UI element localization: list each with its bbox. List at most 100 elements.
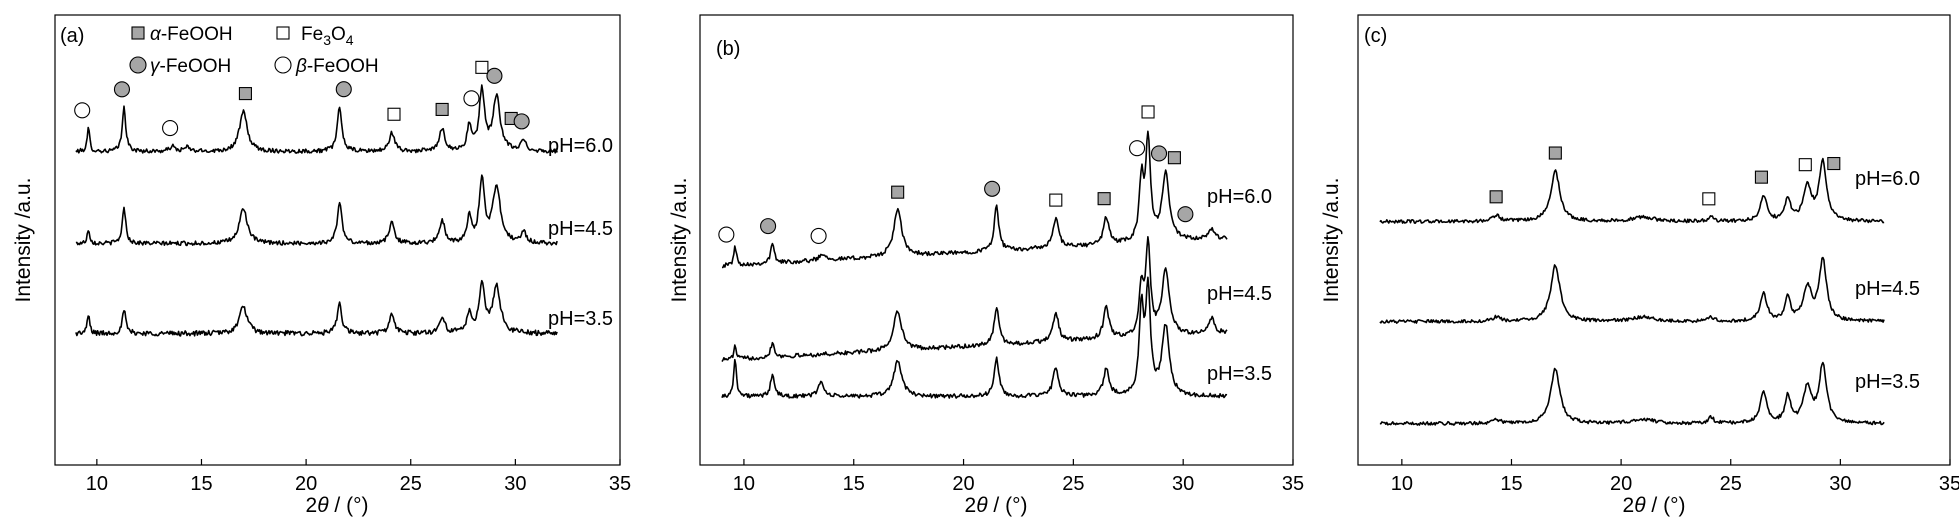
x-tick-label: 25 — [1720, 473, 1742, 495]
x-tick-label: 25 — [400, 473, 422, 495]
series-label: pH=4.5 — [548, 218, 613, 240]
panel-b: (b) pH=6.0 pH=4.5 pH=3.5 10 15 20 25 30 35 Inte… — [668, 14, 1304, 517]
legend-gamma-label: γ-FeOOH — [150, 56, 231, 77]
x-tick-label: 15 — [190, 473, 212, 495]
legend-fe3o4-label: Fe3O4 — [301, 24, 354, 48]
series-line-60 — [721, 130, 1228, 269]
beta-phase-marker — [718, 226, 735, 243]
x-tick-label: 10 — [733, 473, 755, 495]
series-label: pH=6.0 — [1855, 168, 1920, 190]
alpha-phase-marker — [435, 102, 449, 116]
x-tick-label: 25 — [1062, 473, 1084, 495]
x-tick-label: 30 — [1172, 473, 1194, 495]
ph-labels-a: pH=6.0 pH=4.5 pH=3.5 — [548, 135, 613, 330]
markers-c — [1489, 146, 1841, 206]
ph-labels-b: pH=6.0 pH=4.5 pH=3.5 — [1207, 186, 1272, 385]
gamma-phase-marker — [486, 67, 503, 84]
legend-a: α-FeOOH Fe3O4 γ-FeOOH β-FeOOH — [129, 24, 379, 77]
series-line-60 — [75, 84, 558, 154]
alpha-phase-marker — [1097, 192, 1111, 206]
legend-fe3o4-marker — [276, 26, 290, 40]
curves-a — [75, 84, 558, 337]
plot-frame-a — [54, 14, 621, 466]
x-ticks-c: 10 15 20 25 30 35 — [1391, 459, 1959, 495]
series-line-45 — [721, 236, 1228, 363]
legend-alpha-marker — [131, 26, 145, 40]
x-axis-title-c: 2θ / (°) — [1623, 494, 1686, 517]
series-label: pH=6.0 — [548, 135, 613, 157]
beta-phase-marker — [162, 120, 179, 137]
fe3o4-phase-marker — [475, 60, 489, 74]
series-label: pH=4.5 — [1207, 283, 1272, 305]
series-label: pH=4.5 — [1855, 278, 1920, 300]
series-label: pH=3.5 — [548, 308, 613, 330]
gamma-phase-marker — [513, 113, 530, 130]
x-axis-title-b: 2θ / (°) — [965, 494, 1028, 517]
alpha-phase-marker — [1167, 151, 1181, 165]
ph-labels-c: pH=6.0 pH=4.5 pH=3.5 — [1855, 168, 1920, 393]
curves-b — [721, 130, 1228, 399]
alpha-phase-marker — [1548, 146, 1562, 160]
x-tick-label: 15 — [1500, 473, 1522, 495]
x-tick-label: 35 — [1282, 473, 1304, 495]
markers-b — [718, 105, 1194, 244]
alpha-phase-marker — [1827, 156, 1841, 171]
x-axis-title-a: 2θ / (°) — [306, 494, 369, 517]
plot-frame-c — [1357, 14, 1951, 466]
x-tick-label: 15 — [843, 473, 865, 495]
legend-beta-marker — [274, 56, 292, 74]
series-line-45 — [1379, 256, 1885, 324]
legend-gamma-marker — [129, 56, 147, 74]
gamma-phase-marker — [335, 81, 352, 98]
legend-beta-label: β-FeOOH — [295, 56, 379, 77]
gamma-phase-marker — [760, 218, 777, 235]
x-tick-label: 35 — [609, 473, 631, 495]
panel-a: (a) α-FeOOH Fe3O4 γ-FeOOH β-FeOOH pH=6.0… — [12, 14, 631, 517]
series-label: pH=3.5 — [1855, 371, 1920, 393]
x-tick-label: 30 — [504, 473, 526, 495]
gamma-phase-marker — [1150, 145, 1168, 162]
gamma-phase-marker — [1177, 206, 1194, 223]
gamma-phase-marker — [984, 180, 1001, 197]
series-line-45 — [75, 174, 558, 247]
series-line-35 — [721, 276, 1228, 399]
x-ticks-b: 10 15 20 25 30 35 — [733, 459, 1304, 495]
beta-phase-marker — [463, 90, 480, 107]
x-tick-label: 30 — [1829, 473, 1851, 495]
fe3o4-phase-marker — [1141, 105, 1155, 119]
curves-c — [1379, 157, 1885, 426]
series-label: pH=3.5 — [1207, 363, 1272, 385]
beta-phase-marker — [74, 102, 91, 119]
y-axis-title-a: Intensity /a.u. — [12, 178, 35, 303]
x-tick-label: 20 — [952, 473, 974, 495]
series-line-35 — [1379, 361, 1885, 426]
markers-a — [74, 60, 530, 137]
alpha-phase-marker — [1489, 190, 1503, 204]
beta-phase-marker — [1129, 140, 1146, 157]
alpha-phase-marker — [238, 87, 252, 101]
x-tick-label: 10 — [86, 473, 108, 495]
series-line-60 — [1379, 157, 1885, 224]
alpha-phase-marker — [891, 185, 905, 199]
fe3o4-phase-marker — [1702, 192, 1716, 206]
fe3o4-phase-marker — [387, 107, 401, 121]
x-tick-label: 10 — [1391, 473, 1413, 495]
x-ticks-a: 10 15 20 25 30 35 — [86, 459, 631, 495]
x-tick-label: 35 — [1939, 473, 1959, 495]
alpha-phase-marker — [1754, 170, 1768, 184]
fe3o4-phase-marker — [1049, 193, 1063, 207]
fe3o4-phase-marker — [1798, 158, 1812, 172]
panel-label-a: (a) — [60, 25, 84, 47]
x-tick-label: 20 — [1610, 473, 1632, 495]
panel-label-c: (c) — [1364, 25, 1387, 47]
plot-frame-b — [699, 14, 1294, 466]
panel-c: (c) pH=6.0 pH=4.5 pH=3.5 10 15 20 25 30 35 Inte… — [1320, 14, 1959, 517]
y-axis-title-c: Intensity /a.u. — [1320, 178, 1343, 303]
series-label: pH=6.0 — [1207, 186, 1272, 208]
beta-phase-marker — [810, 227, 827, 244]
x-tick-label: 20 — [295, 473, 317, 495]
gamma-phase-marker — [113, 81, 131, 98]
legend-alpha-label: α-FeOOH — [150, 24, 233, 45]
y-axis-title-b: Intensity /a.u. — [668, 178, 691, 303]
